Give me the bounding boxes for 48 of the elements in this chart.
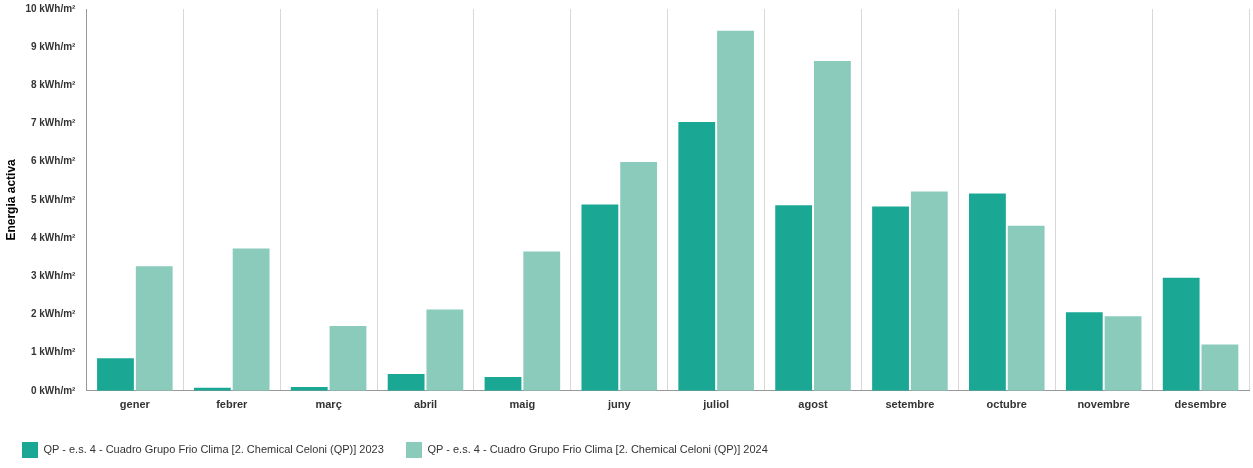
y-tick-label: 7 kWh/m² — [30, 117, 77, 129]
bar — [1007, 225, 1045, 391]
legend-label: QP - e.s. 4 - Cuadro Grupo Frio Clima [2. Chemical Celoni (QP)] 2023 — [43, 443, 384, 456]
bar — [620, 162, 658, 391]
x-tick-label: octubre — [986, 398, 1027, 411]
y-tick-label: 10 kWh/m² — [25, 2, 77, 14]
x-tick-label: març — [315, 398, 342, 411]
bar — [910, 191, 948, 391]
bar — [1201, 344, 1239, 391]
bar — [329, 325, 367, 391]
bar — [135, 266, 173, 391]
x-tick-label: juliol — [702, 398, 729, 411]
x-tick-label: agost — [798, 398, 829, 411]
x-tick-label: juny — [606, 398, 632, 411]
x-tick-label: novembre — [1077, 398, 1130, 411]
bar — [717, 30, 754, 391]
x-tick-label: setembre — [885, 398, 935, 411]
bar — [232, 248, 270, 391]
y-tick-label: 6 kWh/m² — [30, 155, 77, 167]
bar — [1104, 316, 1142, 391]
x-tick-label: gener — [119, 398, 151, 411]
bar — [1065, 312, 1103, 391]
y-tick-label: 1 kWh/m² — [30, 346, 77, 358]
bar — [97, 358, 134, 391]
x-tick-label: febrer — [216, 398, 249, 411]
bar — [426, 309, 464, 391]
y-tick-label: 4 kWh/m² — [30, 231, 77, 243]
x-tick-label: desembre — [1174, 398, 1227, 411]
y-tick-label: 2 kWh/m² — [30, 308, 77, 320]
y-tick-label: 0 kWh/m² — [30, 384, 77, 396]
y-axis-title: Energia activa — [3, 158, 18, 241]
y-tick-label: 3 kWh/m² — [30, 270, 77, 282]
bar — [678, 122, 716, 391]
bar — [872, 206, 909, 391]
bar — [581, 204, 619, 391]
bar — [814, 60, 851, 391]
bar — [523, 251, 561, 391]
bar — [1162, 277, 1200, 391]
y-tick-label: 8 kWh/m² — [30, 79, 77, 91]
x-tick-label: abril — [413, 398, 438, 411]
x-tick-label: maig — [509, 398, 536, 411]
bar — [969, 193, 1006, 391]
y-tick-label: 5 kWh/m² — [30, 193, 77, 205]
bar — [387, 374, 425, 391]
y-tick-label: 9 kWh/m² — [30, 40, 77, 52]
bar — [775, 205, 813, 391]
legend-label: QP - e.s. 4 - Cuadro Grupo Frio Clima [2. Chemical Celoni (QP)] 2024 — [427, 443, 768, 456]
bar — [484, 377, 522, 391]
